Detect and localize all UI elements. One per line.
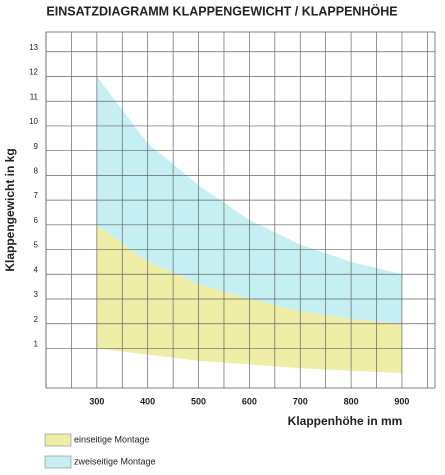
legend-swatch: [44, 433, 72, 447]
y-tick-label: 10: [29, 117, 38, 126]
y-tick-label: 2: [34, 315, 39, 324]
legend-label: zweiseitige Montage: [74, 456, 156, 466]
y-tick-label: 6: [34, 216, 39, 225]
x-axis-label: Klappenhöhe in mm: [288, 414, 403, 428]
legend-swatch: [44, 455, 72, 469]
y-tick-label: 7: [34, 191, 39, 200]
y-tick-label: 8: [34, 166, 39, 175]
y-tick-label: 5: [34, 241, 39, 250]
x-tick-label: 400: [140, 396, 155, 406]
x-tick-label: 300: [89, 396, 104, 406]
y-tick-label: 12: [29, 68, 38, 77]
y-tick-label: 1: [34, 340, 39, 349]
x-tick-label: 700: [293, 396, 308, 406]
y-tick-label: 13: [29, 43, 38, 52]
x-tick-label: 600: [242, 396, 257, 406]
x-tick-label: 800: [344, 396, 359, 406]
y-tick-label: 3: [34, 290, 39, 299]
y-tick-label: 11: [30, 92, 39, 101]
y-axis-label: Klappengewicht in kg: [3, 148, 17, 271]
y-tick-label: 4: [34, 265, 39, 274]
legend-label: einseitige Montage: [74, 434, 150, 444]
x-tick-label: 900: [394, 396, 409, 406]
chart-title: EINSATZDIAGRAMM KLAPPENGEWICHT / KLAPPEN…: [46, 3, 397, 18]
plot-frame: [45, 31, 436, 389]
x-tick-label: 500: [191, 396, 206, 406]
y-tick-label: 9: [34, 142, 39, 151]
